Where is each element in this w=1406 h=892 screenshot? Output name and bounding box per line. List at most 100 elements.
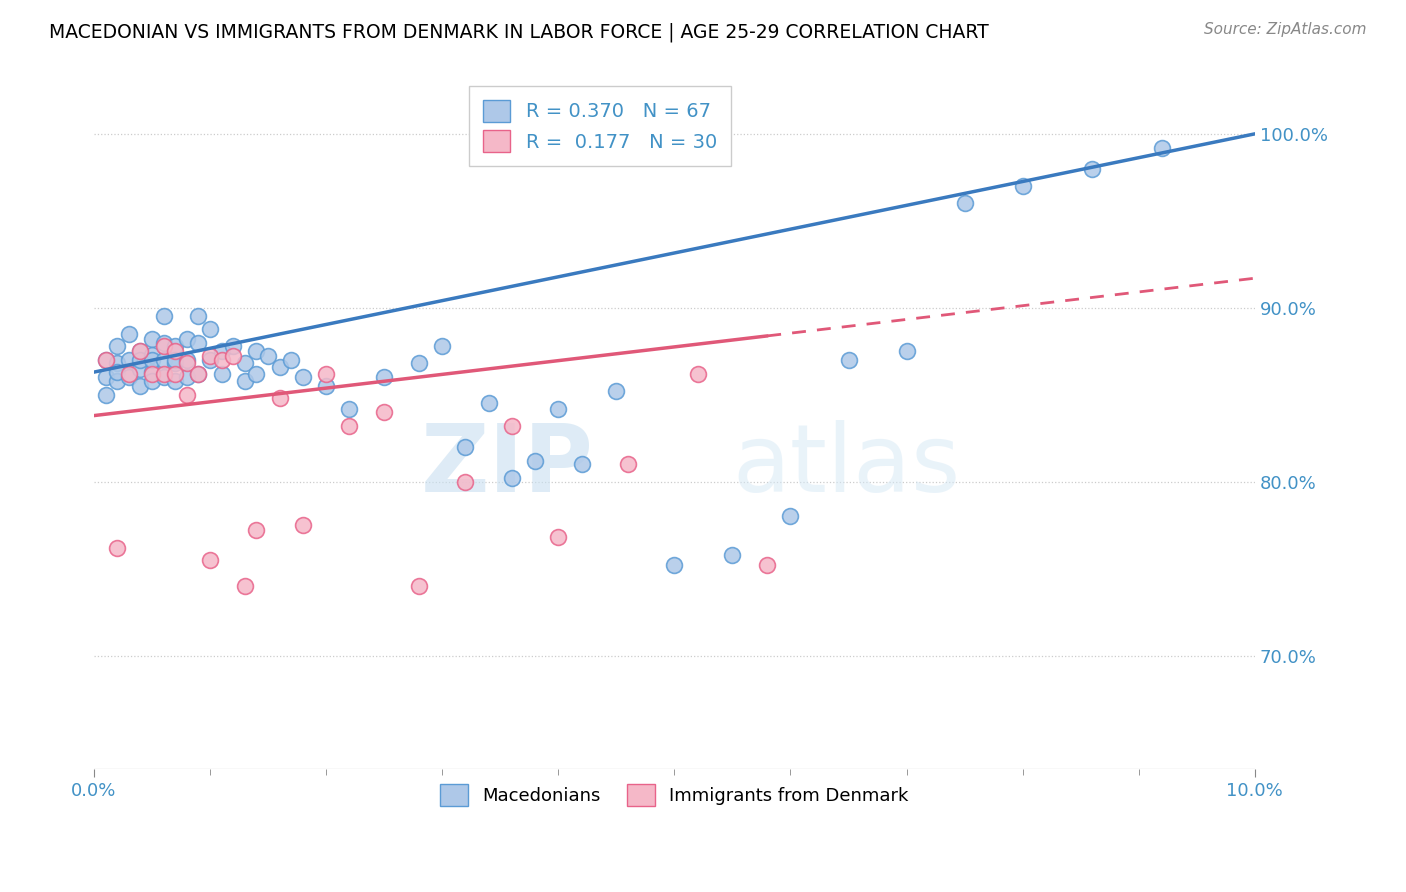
Point xyxy=(176,353,198,368)
Point xyxy=(617,458,640,472)
Point xyxy=(408,579,430,593)
Point xyxy=(141,374,163,388)
Point xyxy=(152,367,174,381)
Point xyxy=(501,471,523,485)
Point xyxy=(245,367,267,381)
Point xyxy=(129,361,152,376)
Point xyxy=(257,350,280,364)
Point xyxy=(664,558,686,573)
Point xyxy=(1081,161,1104,176)
Point xyxy=(953,196,976,211)
Point xyxy=(547,401,569,416)
Point xyxy=(269,359,291,374)
Point xyxy=(152,353,174,368)
Point xyxy=(337,401,360,416)
Point xyxy=(187,367,209,381)
Point xyxy=(165,344,187,359)
Point xyxy=(291,518,314,533)
Point xyxy=(165,374,187,388)
Point xyxy=(524,454,547,468)
Point xyxy=(454,440,477,454)
Point xyxy=(141,332,163,346)
Point xyxy=(315,367,337,381)
Point xyxy=(245,524,267,538)
Legend: Macedonians, Immigrants from Denmark: Macedonians, Immigrants from Denmark xyxy=(432,775,917,815)
Point xyxy=(222,350,245,364)
Point xyxy=(478,396,501,410)
Point xyxy=(105,339,128,353)
Text: MACEDONIAN VS IMMIGRANTS FROM DENMARK IN LABOR FORCE | AGE 25-29 CORRELATION CHA: MACEDONIAN VS IMMIGRANTS FROM DENMARK IN… xyxy=(49,22,988,42)
Point xyxy=(165,367,187,381)
Point xyxy=(94,353,117,368)
Point xyxy=(176,356,198,370)
Point xyxy=(686,367,709,381)
Point xyxy=(94,353,117,368)
Point xyxy=(291,370,314,384)
Point xyxy=(187,335,209,350)
Point xyxy=(176,370,198,384)
Point xyxy=(118,353,141,368)
Point xyxy=(94,370,117,384)
Point xyxy=(233,374,256,388)
Point xyxy=(1150,141,1173,155)
Point xyxy=(222,339,245,353)
Point xyxy=(756,558,779,573)
Point xyxy=(211,367,233,381)
Text: atlas: atlas xyxy=(733,420,960,512)
Point xyxy=(1011,179,1033,194)
Point xyxy=(501,419,523,434)
Point xyxy=(118,370,141,384)
Point xyxy=(721,548,744,562)
Point xyxy=(141,367,163,381)
Point xyxy=(129,379,152,393)
Point xyxy=(571,458,593,472)
Point xyxy=(94,388,117,402)
Point xyxy=(838,353,860,368)
Point xyxy=(373,405,395,419)
Point xyxy=(454,475,477,489)
Point xyxy=(118,326,141,341)
Point xyxy=(105,541,128,555)
Point xyxy=(129,353,152,368)
Point xyxy=(547,530,569,544)
Point xyxy=(233,579,256,593)
Point xyxy=(141,353,163,368)
Point xyxy=(165,339,187,353)
Point xyxy=(280,353,302,368)
Point xyxy=(198,353,221,368)
Point xyxy=(165,356,187,370)
Point xyxy=(605,384,627,399)
Point xyxy=(198,553,221,567)
Point xyxy=(105,365,128,379)
Point xyxy=(129,344,152,359)
Point xyxy=(105,356,128,370)
Point xyxy=(141,348,163,362)
Point xyxy=(373,370,395,384)
Point xyxy=(211,344,233,359)
Point xyxy=(198,350,221,364)
Point xyxy=(176,388,198,402)
Point xyxy=(187,367,209,381)
Point xyxy=(105,374,128,388)
Point xyxy=(129,344,152,359)
Point xyxy=(198,321,221,335)
Point xyxy=(245,344,267,359)
Point xyxy=(176,332,198,346)
Point xyxy=(269,391,291,405)
Point xyxy=(315,379,337,393)
Point xyxy=(233,356,256,370)
Point xyxy=(165,353,187,368)
Point xyxy=(118,367,141,381)
Point xyxy=(152,310,174,324)
Point xyxy=(408,356,430,370)
Point xyxy=(152,339,174,353)
Point xyxy=(779,509,801,524)
Point xyxy=(141,365,163,379)
Point xyxy=(896,344,918,359)
Point xyxy=(187,310,209,324)
Text: Source: ZipAtlas.com: Source: ZipAtlas.com xyxy=(1204,22,1367,37)
Point xyxy=(152,370,174,384)
Point xyxy=(337,419,360,434)
Text: ZIP: ZIP xyxy=(420,420,593,512)
Point xyxy=(432,339,454,353)
